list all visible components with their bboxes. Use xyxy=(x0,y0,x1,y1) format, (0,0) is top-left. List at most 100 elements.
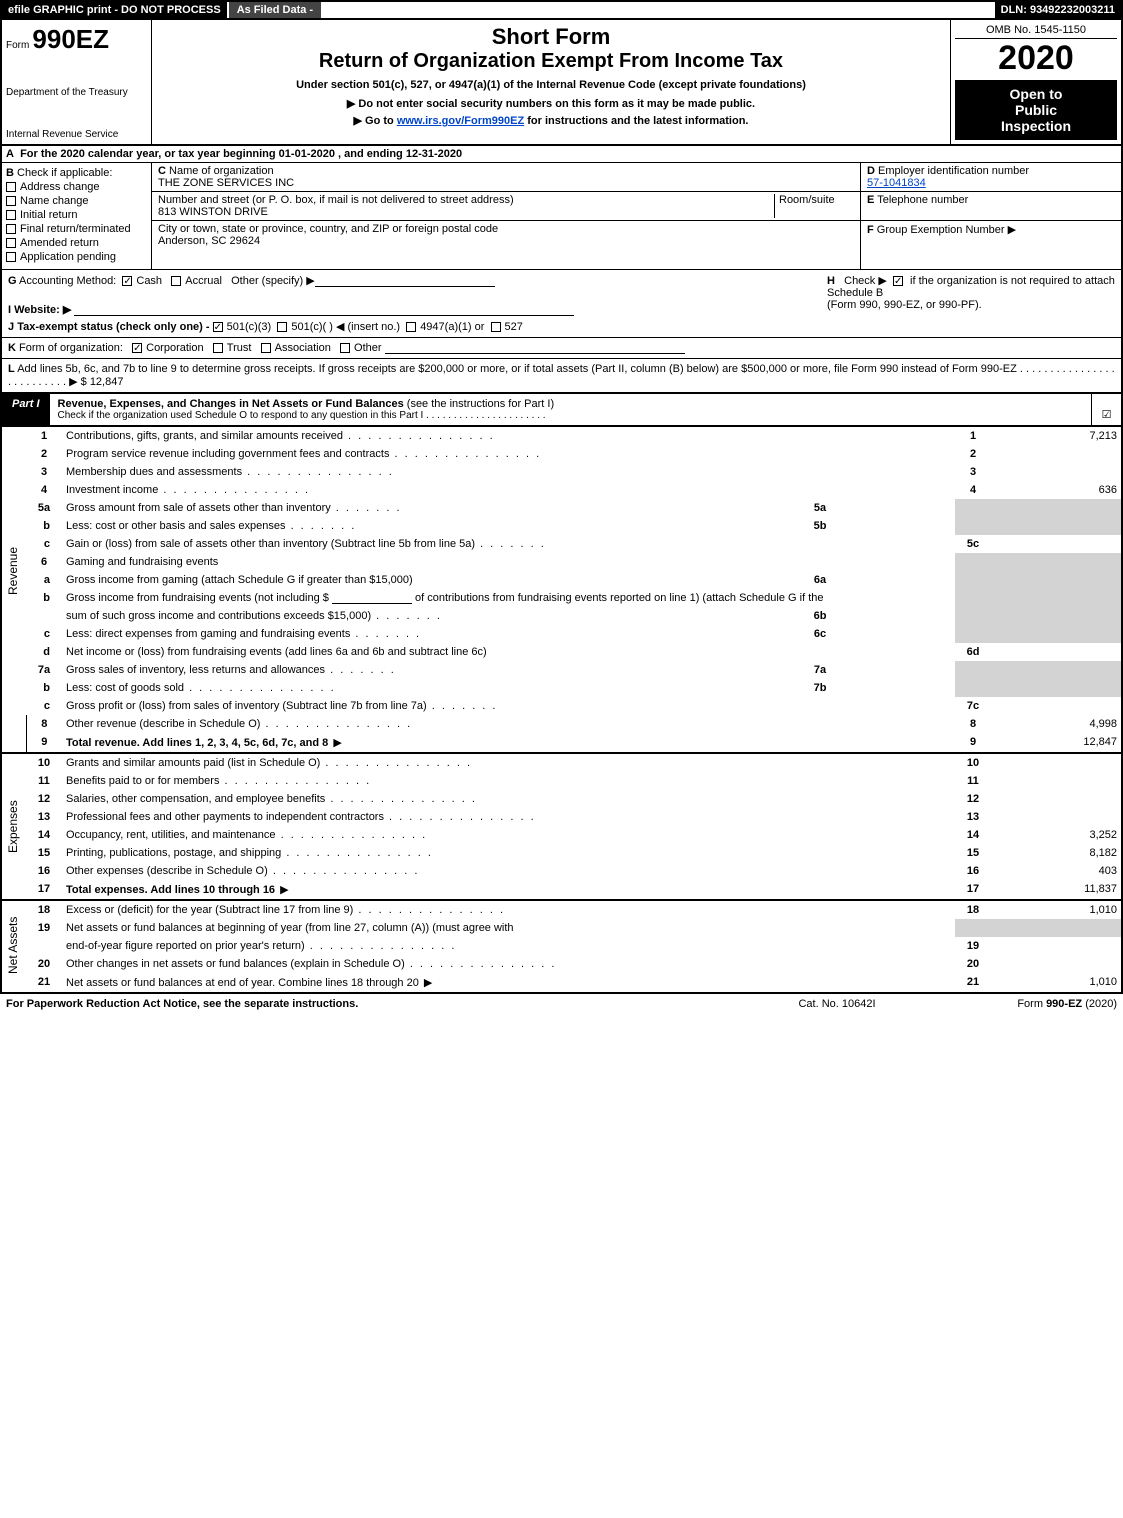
line-21-r: 21 xyxy=(955,973,991,992)
line-6b-vshade1 xyxy=(991,589,1121,607)
chk-other-org[interactable] xyxy=(340,343,350,353)
line-15-txt: Printing, publications, postage, and shi… xyxy=(66,847,433,859)
line-10-no: 10 xyxy=(26,753,62,772)
opt-cash: Cash xyxy=(136,275,162,287)
main-title: Return of Organization Exempt From Incom… xyxy=(160,50,942,73)
topbar-right: DLN: 93492232003211 xyxy=(995,2,1121,18)
line-16-val: 403 xyxy=(991,862,1121,880)
line-13-r: 13 xyxy=(955,808,991,826)
chk-527[interactable] xyxy=(491,322,501,332)
section-g-text: Accounting Method: xyxy=(19,275,116,287)
line-6b-txt2: of contributions from fundraising events… xyxy=(415,592,823,604)
website-line[interactable] xyxy=(74,304,574,316)
line-6c-rshade xyxy=(955,625,991,643)
line-6b-blank[interactable] xyxy=(332,592,412,604)
chk-address-change[interactable] xyxy=(6,182,16,192)
line-7b-no: b xyxy=(26,679,62,697)
section-b: B Check if applicable: Address change Na… xyxy=(2,163,152,269)
chk-initial-return[interactable] xyxy=(6,210,16,220)
section-i-text: Website: ▶ xyxy=(14,304,71,316)
line-18-no: 18 xyxy=(26,900,62,919)
chk-501c3[interactable] xyxy=(213,322,223,332)
other-org-line[interactable] xyxy=(385,342,685,354)
line-11-txt: Benefits paid to or for members xyxy=(66,775,219,787)
line-7a-rshade xyxy=(955,661,991,679)
opt-accrual: Accrual xyxy=(185,275,222,287)
line-5a-txt: Gross amount from sale of assets other t… xyxy=(66,502,402,514)
line-14-val: 3,252 xyxy=(991,826,1121,844)
header-left: Form 990EZ Department of the Treasury In… xyxy=(2,20,152,144)
opt-name-change: Name change xyxy=(20,195,89,207)
opt-other: Other (specify) ▶ xyxy=(231,275,315,287)
line-6b-box: 6b xyxy=(795,607,845,625)
opt-4947: 4947(a)(1) or xyxy=(420,321,484,333)
line-6-rshade xyxy=(955,553,991,571)
line-15-no: 15 xyxy=(26,844,62,862)
chk-4947[interactable] xyxy=(406,322,416,332)
line-18-val: 1,010 xyxy=(991,900,1121,919)
line-4-r: 4 xyxy=(955,481,991,499)
chk-trust[interactable] xyxy=(213,343,223,353)
line-16-txt: Other expenses (describe in Schedule O) xyxy=(66,865,268,877)
line-6d-val xyxy=(991,643,1121,661)
section-a-label: A xyxy=(6,148,14,160)
ein[interactable]: 57-1041834 xyxy=(867,177,1115,189)
line-5b-no: b xyxy=(26,517,62,535)
line-4-txt: Investment income xyxy=(66,484,310,496)
instr-goto-post: for instructions and the latest informat… xyxy=(527,115,748,127)
line-14-r: 14 xyxy=(955,826,991,844)
line-11-r: 11 xyxy=(955,772,991,790)
line-18-dots xyxy=(353,904,505,916)
chk-amended-return[interactable] xyxy=(6,238,16,248)
line-5c-val xyxy=(991,535,1121,553)
section-k-text: Form of organization: xyxy=(19,342,123,354)
other-specify-line[interactable] xyxy=(315,275,495,287)
section-h-label: H xyxy=(827,275,835,287)
line-14-no: 14 xyxy=(26,826,62,844)
open-to-public: Open to Public Inspection xyxy=(955,80,1117,140)
chk-cash[interactable] xyxy=(122,276,132,286)
line-12-txt: Salaries, other compensation, and employ… xyxy=(66,793,477,805)
instr-ssn: ▶ Do not enter social security numbers o… xyxy=(160,97,942,110)
instr-goto-link[interactable]: www.irs.gov/Form990EZ xyxy=(397,115,524,127)
line-5a-rshade xyxy=(955,499,991,517)
opt-application-pending: Application pending xyxy=(20,251,116,263)
line-17-r: 17 xyxy=(955,880,991,900)
line-5b-rshade xyxy=(955,517,991,535)
line-3-val xyxy=(991,463,1121,481)
line-21-no: 21 xyxy=(26,973,62,992)
chk-association[interactable] xyxy=(261,343,271,353)
section-l: L Add lines 5b, 6c, and 7b to line 9 to … xyxy=(2,359,1121,392)
section-def: D Employer identification number 57-1041… xyxy=(861,163,1121,269)
line-4-val: 636 xyxy=(991,481,1121,499)
line-7b-vshade xyxy=(991,679,1121,697)
header-right: OMB No. 1545-1150 2020 Open to Public In… xyxy=(951,20,1121,144)
line-3-no: 3 xyxy=(26,463,62,481)
section-c: C Name of organization THE ZONE SERVICES… xyxy=(152,163,861,269)
part-1-sub: Check if the organization used Schedule … xyxy=(58,410,1083,421)
chk-final-return[interactable] xyxy=(6,224,16,234)
section-k: K Form of organization: Corporation Trus… xyxy=(2,338,1121,359)
line-6-no: 6 xyxy=(26,553,62,571)
chk-accrual[interactable] xyxy=(171,276,181,286)
form-prefix: Form xyxy=(6,40,29,51)
line-17-dots xyxy=(275,884,291,896)
line-19-txt1: Net assets or fund balances at beginning… xyxy=(62,919,955,937)
line-5c-txt: Gain or (loss) from sale of assets other… xyxy=(66,538,546,550)
org-address: 813 WINSTON DRIVE xyxy=(158,206,774,218)
form-number: 990EZ xyxy=(32,24,109,54)
line-20-val xyxy=(991,955,1121,973)
part-1-check[interactable]: ☑ xyxy=(1091,394,1121,425)
line-18-r: 18 xyxy=(955,900,991,919)
line-15-r: 15 xyxy=(955,844,991,862)
chk-schedule-b[interactable] xyxy=(893,276,903,286)
line-6d-r: 6d xyxy=(955,643,991,661)
chk-corporation[interactable] xyxy=(132,343,142,353)
footer-right-form: 990-EZ xyxy=(1046,998,1082,1010)
chk-application-pending[interactable] xyxy=(6,252,16,262)
chk-name-change[interactable] xyxy=(6,196,16,206)
section-h-text3: (Form 990, 990-EZ, or 990-PF). xyxy=(827,299,982,311)
line-4-no: 4 xyxy=(26,481,62,499)
dept-irs: Internal Revenue Service xyxy=(6,129,147,140)
chk-501c[interactable] xyxy=(277,322,287,332)
